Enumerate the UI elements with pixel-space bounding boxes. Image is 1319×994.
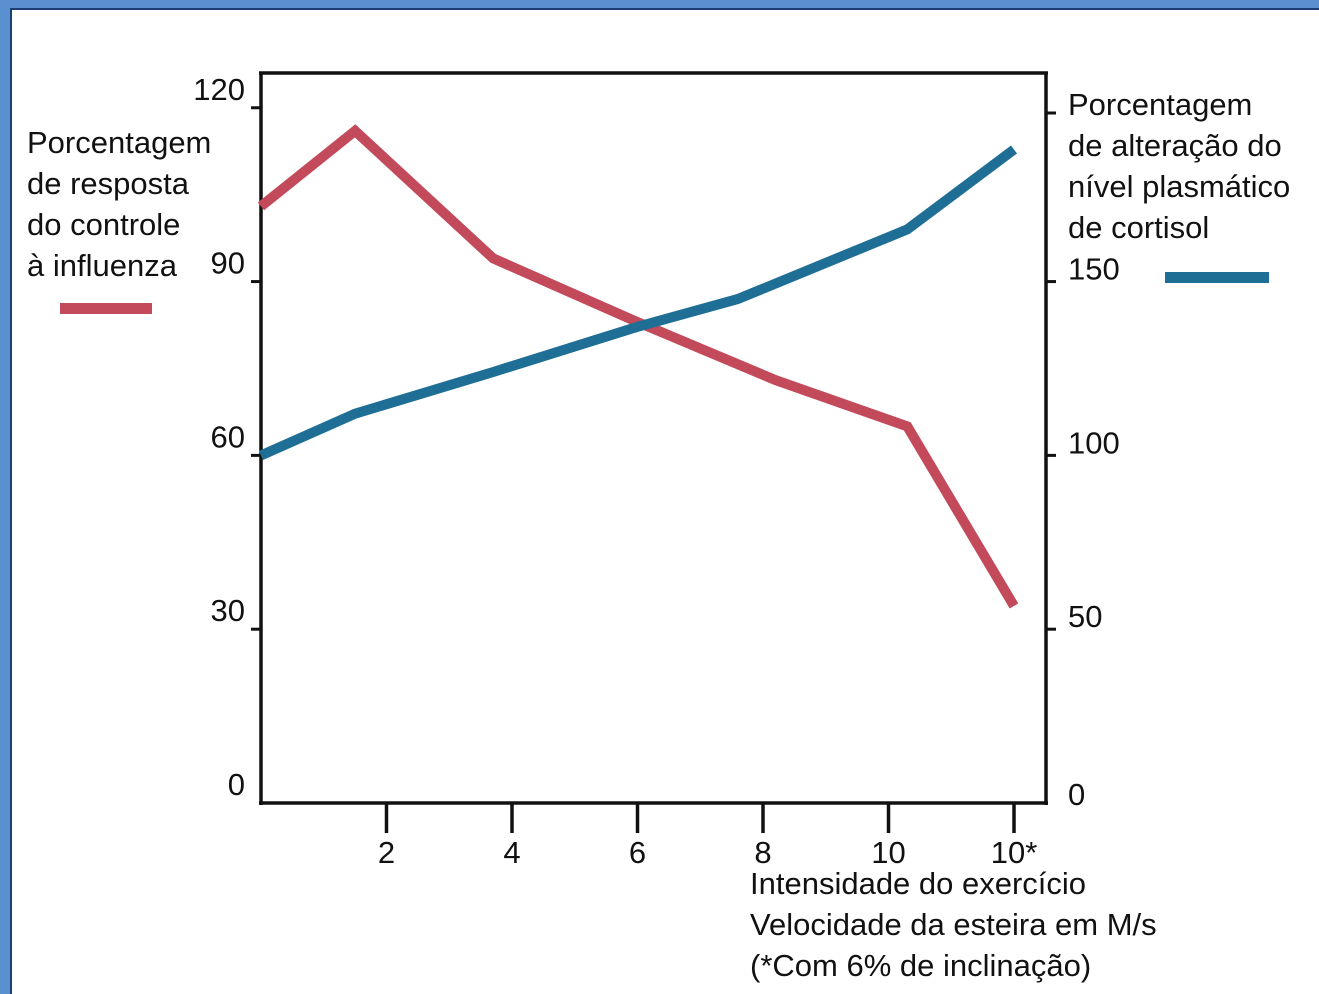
- x-tick-label: 8: [754, 835, 771, 870]
- y-left-tick-label: 90: [211, 246, 245, 281]
- x-label-line: Intensidade do exercício: [750, 866, 1086, 901]
- x-label-line: Velocidade da esteira em M/s: [750, 907, 1157, 942]
- y-left-label-line: Porcentagem: [27, 125, 211, 160]
- legend-swatch-cortisol: [1165, 272, 1269, 283]
- y-right-tick-label: 150: [1068, 252, 1120, 287]
- series-layer: [257, 124, 1019, 609]
- x-label-line: (*Com 6% de inclinação): [750, 948, 1091, 983]
- y-left-label-line: de resposta: [27, 166, 190, 201]
- y-right-label-line: nível plasmático: [1068, 169, 1290, 204]
- y-left-tick-label: 60: [211, 419, 245, 454]
- y-right-label-line: de cortisol: [1068, 210, 1209, 245]
- x-tick-label: 10*: [991, 835, 1038, 870]
- y-right-tick-label: 0: [1068, 777, 1085, 812]
- y-left-tick-label: 120: [193, 72, 245, 107]
- y-left-tick-label: 0: [228, 767, 245, 802]
- y-right-label-line: Porcentagem: [1068, 87, 1252, 122]
- y-left-label-line: à influenza: [27, 248, 178, 283]
- series-line-cortisol: [258, 145, 1017, 460]
- series-line-influenza: [257, 124, 1019, 609]
- labels-layer: 0 30 60 90 120 0 50 100 150 2 4 6 8 10 10* Porcentagem d…: [27, 72, 1290, 983]
- y-right-tick-label: 50: [1068, 599, 1102, 634]
- axes-layer: [251, 71, 1056, 833]
- y-left-label-line: do controle: [27, 207, 180, 242]
- x-tick-label: 10: [871, 835, 905, 870]
- figure-frame: [10, 8, 1319, 994]
- legend-swatch-influenza: [60, 303, 152, 314]
- y-right-label-line: de alteração do: [1068, 128, 1282, 163]
- x-tick-label: 6: [629, 835, 646, 870]
- y-left-tick-label: 30: [211, 593, 245, 628]
- x-tick-label: 4: [503, 835, 520, 870]
- x-tick-label: 2: [378, 835, 395, 870]
- y-right-tick-label: 100: [1068, 425, 1120, 460]
